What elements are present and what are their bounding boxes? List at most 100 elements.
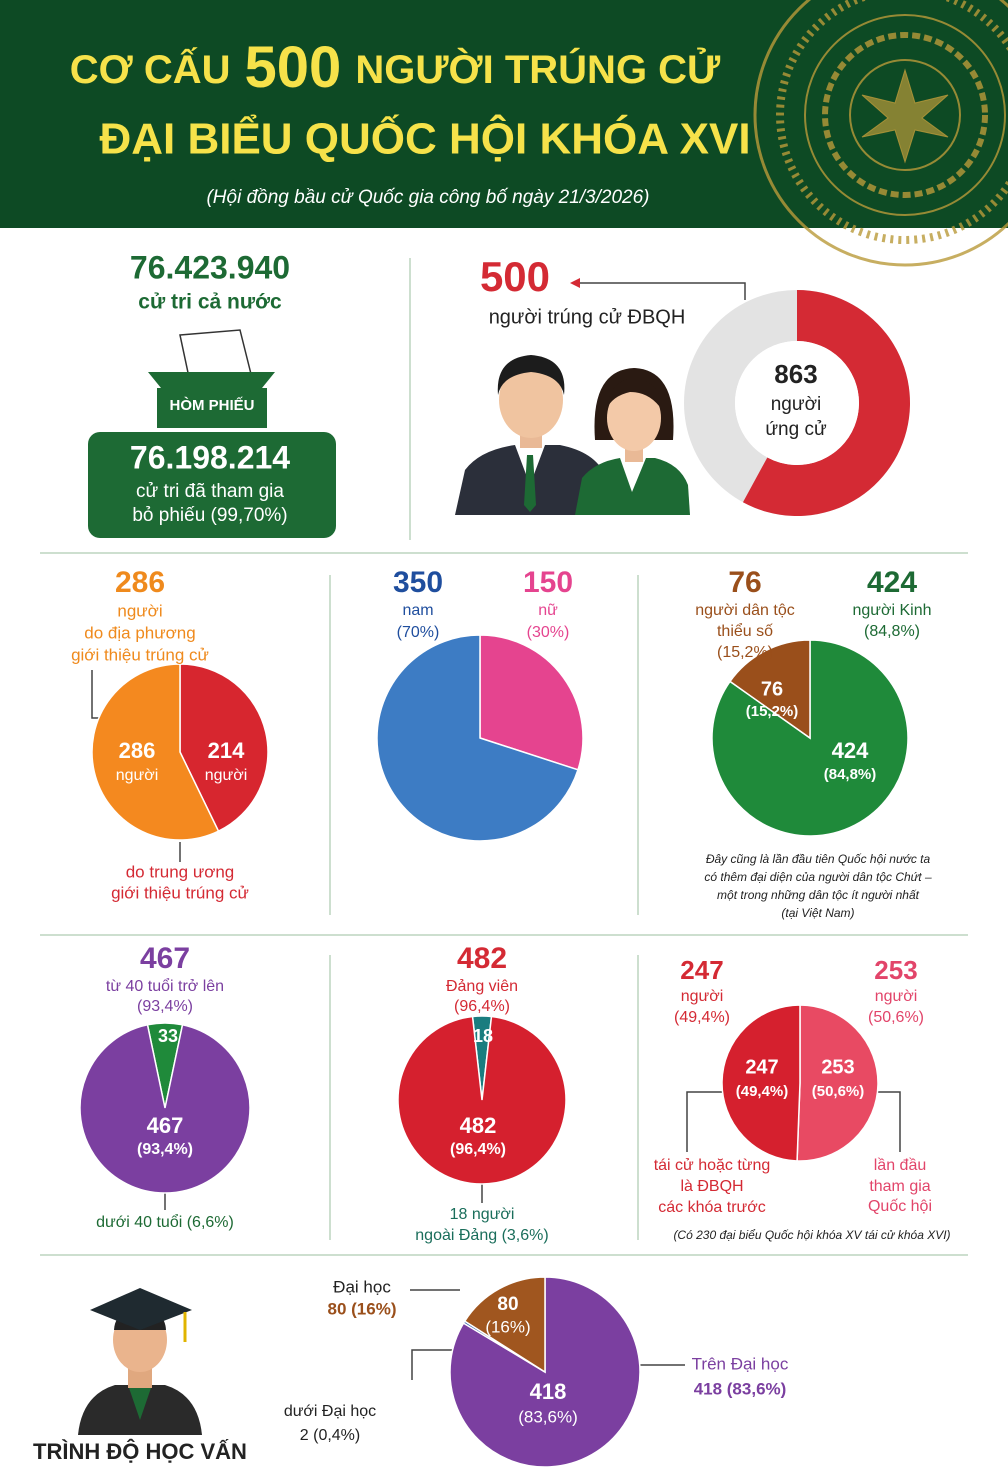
label: người Kinh [852, 602, 931, 619]
label: cử tri đã tham gia [136, 481, 284, 502]
label: Đảng viên [446, 978, 518, 995]
label: (49,4%) [736, 1083, 789, 1100]
pie-slice [479, 634, 584, 771]
label: 253 [821, 1056, 854, 1078]
label: 76 [761, 678, 783, 700]
drum-decoration [753, 0, 1008, 267]
pie-slice [728, 639, 811, 740]
label: 863 [774, 359, 817, 389]
label: lần đầu [874, 1157, 927, 1174]
title: CƠ CẤU 500 NGƯỜI TRÚNG CỬ [70, 35, 721, 100]
label: 80 [497, 1294, 518, 1315]
label: người [205, 767, 248, 784]
label: (30%) [527, 624, 570, 641]
label: giới thiệu trúng cử [71, 645, 209, 664]
label: 482 [457, 942, 507, 975]
label: 424 [867, 566, 917, 599]
connector [575, 282, 746, 300]
label: Đại học [333, 1277, 391, 1296]
label: 33 [158, 1026, 178, 1046]
label: giới thiệu trúng cử [111, 883, 249, 902]
label: 76.198.214 [130, 439, 290, 475]
label: nữ [538, 602, 558, 619]
label: tái cử hoặc từng [654, 1157, 771, 1174]
label: (tại Việt Nam) [781, 906, 854, 920]
label: từ 40 tuổi trở lên [106, 977, 224, 995]
label: 253 [874, 955, 917, 985]
label: 424 [832, 738, 869, 763]
label: ngoài Đảng (3,6%) [415, 1227, 548, 1244]
arrow-head [570, 278, 580, 288]
graduate-icon [78, 1288, 202, 1435]
label: 286 [115, 566, 165, 599]
label: 467 [147, 1113, 184, 1138]
pie-slice [376, 634, 579, 842]
label: tham gia [869, 1178, 930, 1195]
label: 80 (16%) [328, 1299, 397, 1318]
label: 418 [530, 1379, 567, 1404]
label: 467 [140, 942, 190, 975]
label: (50,6%) [868, 1009, 924, 1026]
pie-slice [79, 1023, 251, 1194]
label: 76 [728, 566, 761, 599]
label: (Hội đồng bầu cử Quốc gia công bố ngày 2… [206, 187, 649, 208]
label: dưới Đại học [284, 1403, 376, 1420]
label: (83,6%) [518, 1407, 578, 1426]
label: ĐẠI BIỂU QUỐC HỘI KHÓA XVI [99, 113, 750, 164]
label: người [771, 394, 822, 415]
label: (93,4%) [137, 1141, 193, 1158]
voted-box [88, 432, 336, 538]
people-illustration [455, 355, 690, 515]
donut-segment [742, 290, 911, 516]
label: (Có 230 đại biểu Quốc hội khóa XV tái cử… [673, 1228, 950, 1242]
label: một trong những dân tộc ít người nhất [717, 888, 920, 902]
label: HÒM PHIẾU [169, 396, 254, 414]
label: cử tri cả nước [138, 291, 282, 314]
pie-slice [179, 663, 269, 833]
label: do trung ương [126, 862, 235, 881]
label: các khóa trước [658, 1199, 765, 1216]
label: (49,4%) [674, 1009, 730, 1026]
label: 482 [460, 1113, 497, 1138]
label: 76.423.940 [130, 249, 290, 285]
label: (96,4%) [454, 998, 510, 1015]
title-part: NGƯỜI TRÚNG CỬ [355, 46, 721, 92]
label: (70%) [397, 624, 440, 641]
label: (50,6%) [812, 1083, 865, 1100]
ballot-box-icon [88, 329, 336, 538]
label: 350 [393, 566, 443, 599]
label: dưới 40 tuổi (6,6%) [96, 1213, 234, 1231]
label: 2 (0,4%) [300, 1427, 360, 1444]
label: do địa phương [84, 623, 195, 642]
label: nam [402, 602, 433, 619]
label: 286 [119, 738, 156, 763]
label: (84,8%) [824, 766, 877, 783]
label: 18 người [450, 1206, 515, 1223]
label: là ĐBQH [680, 1178, 743, 1195]
pie-slice [397, 1015, 567, 1185]
label: 247 [745, 1056, 778, 1078]
label: người [875, 988, 918, 1005]
label: (15,2%) [746, 703, 799, 720]
label: người [117, 601, 162, 620]
pie-slice [796, 1004, 879, 1162]
donut-hole [735, 341, 859, 465]
label: 150 [523, 566, 573, 599]
title-part: CƠ CẤU [70, 46, 231, 92]
title-part: 500 [245, 35, 342, 100]
label: (93,4%) [137, 998, 193, 1015]
label: người [681, 988, 724, 1005]
label: 18 [473, 1026, 493, 1046]
pie-slice [91, 663, 220, 841]
pie-slice [463, 1276, 546, 1374]
label: người [116, 767, 159, 784]
label: có thêm đại diện của người dân tộc Chứt … [704, 870, 932, 884]
label: bỏ phiếu (99,70%) [132, 505, 287, 526]
label: người trúng cử ĐBQH [489, 306, 686, 328]
label: thiểu số [717, 622, 773, 640]
label: 418 (83,6%) [694, 1379, 787, 1398]
label: (84,8%) [864, 623, 920, 640]
label: Đây cũng là lần đầu tiên Quốc hội nước t… [706, 852, 931, 866]
label: TRÌNH ĐỘ HỌC VẤN [33, 1439, 247, 1464]
